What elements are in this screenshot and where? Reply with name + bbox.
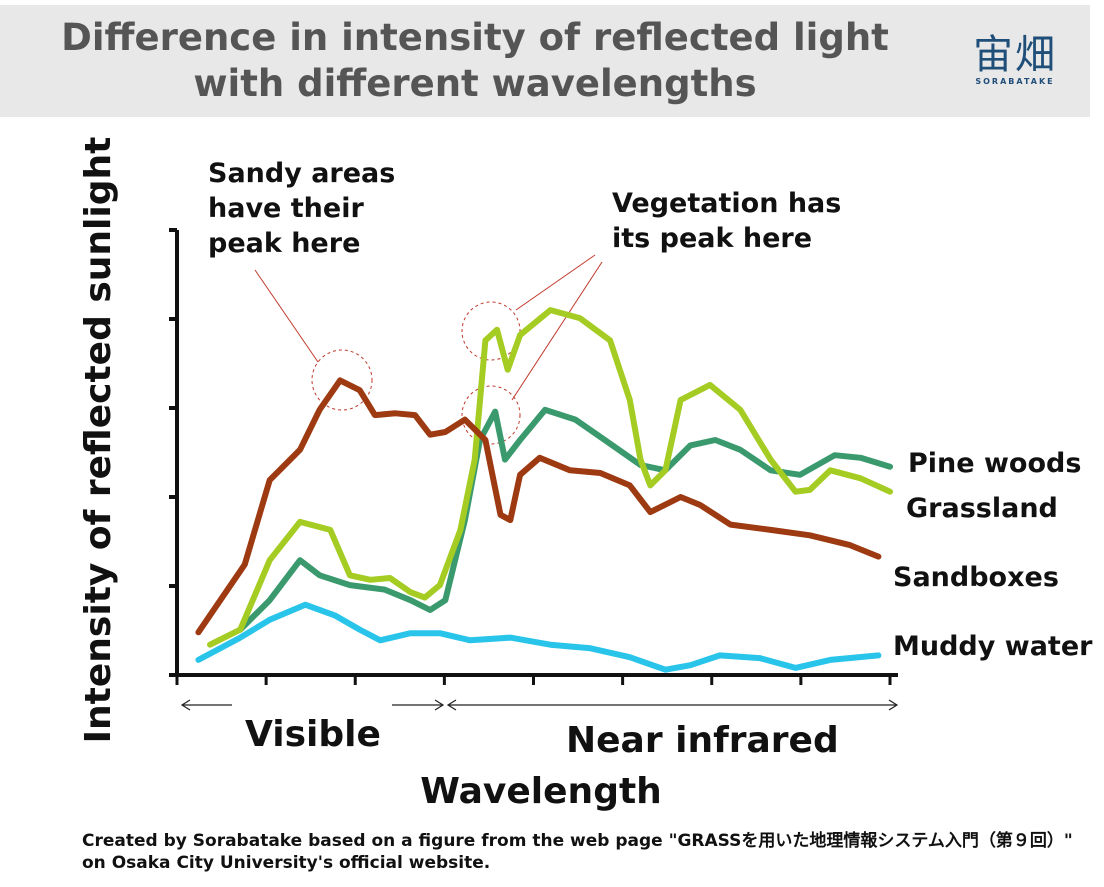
legend-label: Grassland (906, 493, 1058, 524)
annotation-leader (515, 254, 596, 311)
arrow (446, 699, 899, 711)
annotation-circle (461, 301, 521, 361)
series-line (195, 377, 882, 636)
annotation-line: Sandy areas (208, 158, 395, 189)
y-axis-label: Intensity of reflected sunlight (78, 137, 119, 744)
legend-label: Sandboxes (893, 562, 1059, 593)
x-axis-label: Wavelength (420, 771, 662, 812)
series-line (207, 307, 893, 648)
annotation-leader (254, 269, 319, 363)
logo-mark: 宙畑 (973, 32, 1057, 78)
series-line (195, 601, 882, 673)
annotation-line: its peak here (612, 223, 812, 254)
annotation-circle (311, 349, 373, 411)
annotation-line: have their (208, 193, 364, 224)
logo: 宙畑 SORABATAKE (960, 33, 1070, 86)
legend-label: Pine woods (908, 448, 1081, 479)
annotation-leader (511, 261, 603, 401)
header: Difference in intensity of reflected lig… (0, 5, 1090, 117)
annotation: Sandy areas have their peak here (208, 158, 405, 259)
chart-title: Difference in intensity of reflected lig… (61, 16, 889, 105)
annotation-circle (461, 385, 521, 445)
annotation-line: peak here (208, 228, 360, 259)
range-arrows (180, 699, 899, 711)
source-note: Created by Sorabatake based on a figure … (82, 831, 1073, 873)
series-line (237, 406, 893, 633)
annotation-marks (254, 254, 603, 445)
legend-label: Muddy water (893, 631, 1093, 662)
region-label: Near infrared (566, 720, 839, 761)
logo-text: SORABATAKE (975, 77, 1055, 86)
annotation-line: Vegetation has (612, 188, 841, 219)
region-label: Visible (245, 714, 381, 755)
arrow (392, 699, 445, 711)
arrow (180, 699, 232, 711)
annotation: Vegetation has its peak here (612, 188, 851, 254)
chart: Visible Near infrared Wavelength Intensi… (78, 137, 1093, 812)
